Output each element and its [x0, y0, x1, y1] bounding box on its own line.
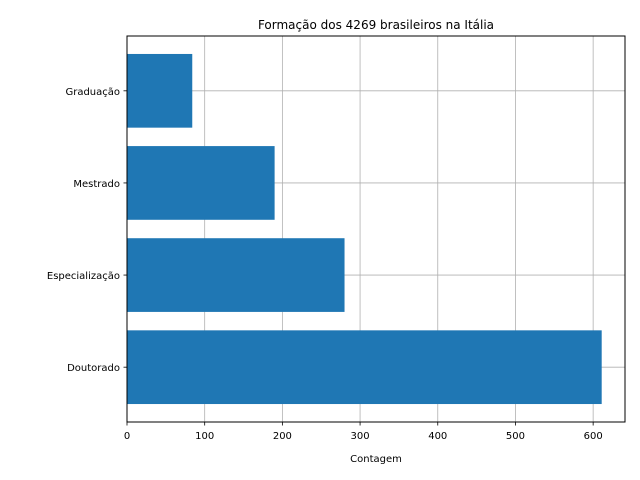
y-tick-label: Mestrado — [73, 179, 120, 190]
bar-especialização — [127, 238, 345, 312]
y-tick-label: Doutorado — [67, 363, 120, 374]
x-tick-label: 100 — [195, 431, 214, 442]
y-axis-ticks: Doutorado Especialização Mestrado Graduação — [47, 87, 127, 374]
chart-title: Formação dos 4269 brasileiros na Itália — [258, 18, 494, 32]
bar-mestrado — [127, 146, 275, 220]
plot-frame — [126, 35, 626, 423]
x-axis-label: Contagem — [350, 454, 402, 465]
x-tick-label: 300 — [351, 431, 370, 442]
y-tick-label: Especialização — [47, 271, 120, 282]
x-tick-label: 400 — [428, 431, 447, 442]
bar-doutorado — [127, 330, 602, 405]
y-tick-label: Graduação — [65, 87, 120, 98]
x-tick-label: 500 — [506, 431, 525, 442]
bars — [127, 53, 602, 405]
bar-graduação — [127, 53, 193, 128]
x-tick-label: 200 — [273, 431, 292, 442]
x-tick-label: 0 — [124, 431, 130, 442]
x-axis-ticks: 0 100 200 300 400 500 600 — [124, 422, 603, 442]
x-tick-label: 600 — [584, 431, 603, 442]
